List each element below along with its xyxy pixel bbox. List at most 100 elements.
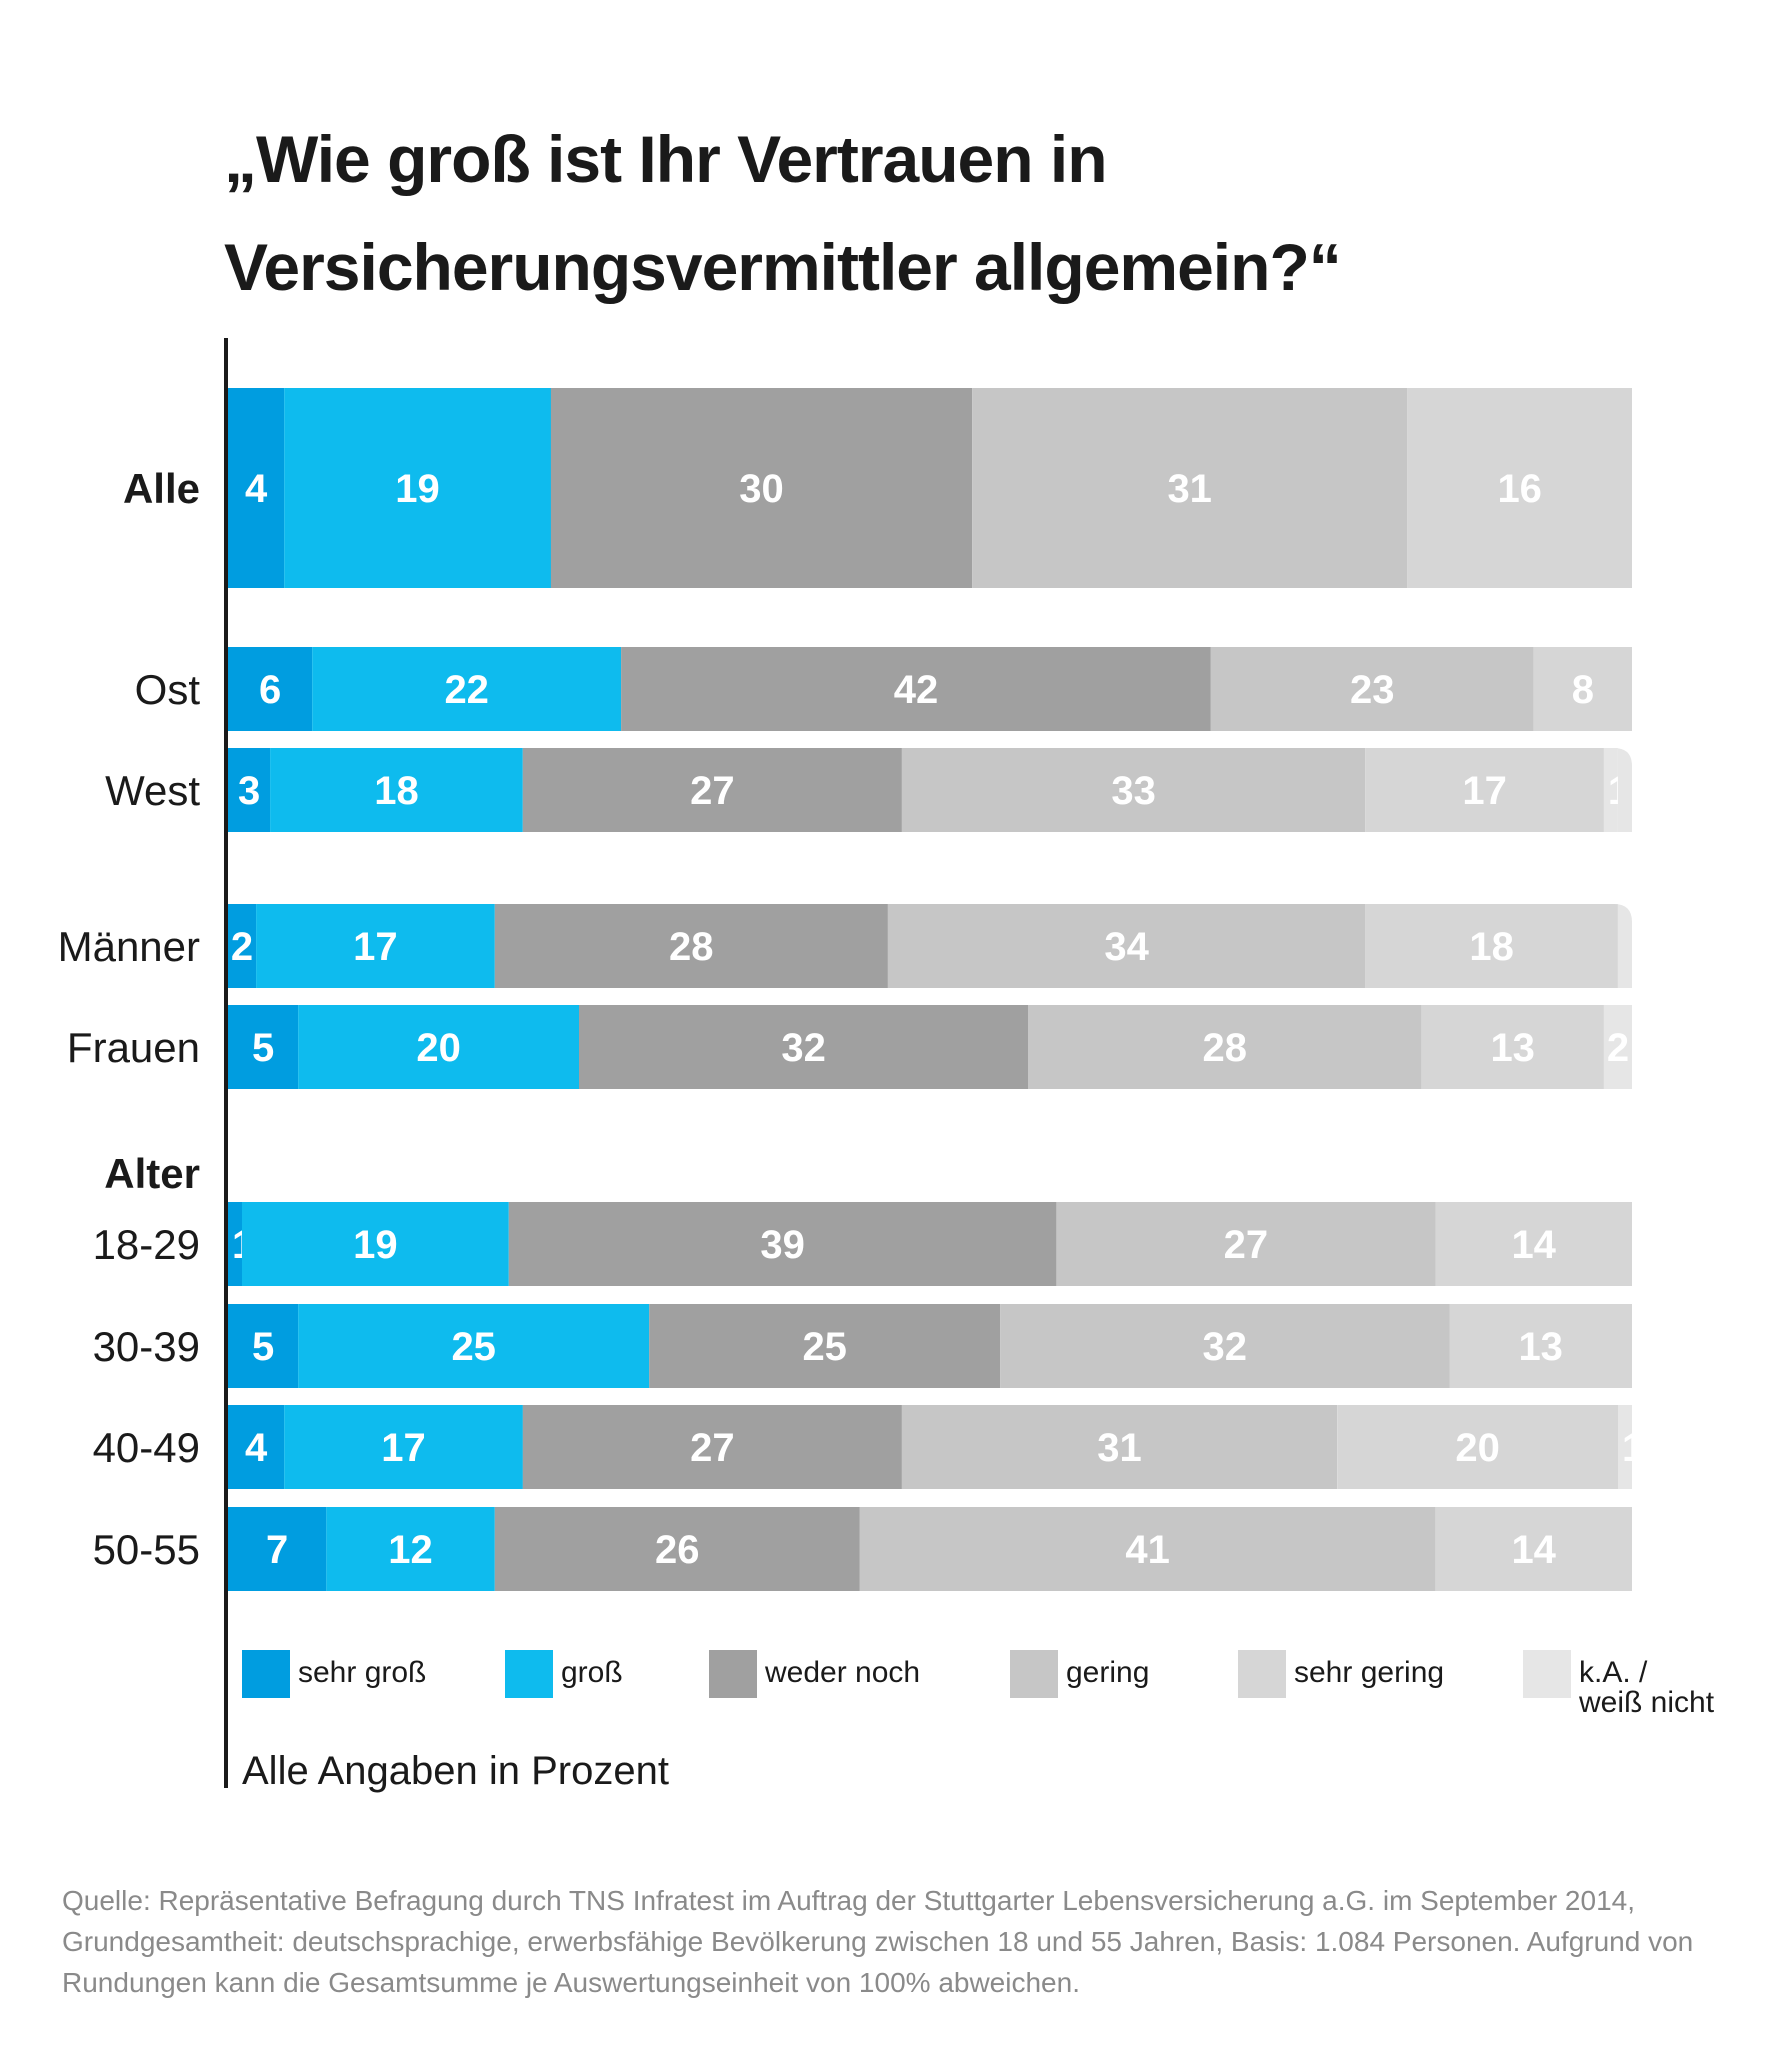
bar-segment-sehr-gross xyxy=(228,1202,242,1286)
legend-label: sehr gering xyxy=(1294,1656,1444,1689)
bar-segment-gross xyxy=(242,1202,509,1286)
bar-segment-gering xyxy=(1028,1005,1422,1089)
data-label: 27 xyxy=(1224,1223,1269,1267)
chart-title: „Wie groß ist Ihr Vertrauen in Versicher… xyxy=(224,122,1342,304)
legend-item-sehr-gering: sehr gering xyxy=(1238,1650,1444,1698)
bar-segment-gross xyxy=(312,647,622,731)
bar-row-30-39: 5 25 25 32 13 1 xyxy=(228,1304,1658,1388)
bar-segment-sehr-gering xyxy=(1435,1507,1632,1591)
bar-segment-sehr-gering xyxy=(1407,388,1632,588)
bar-segment-gering xyxy=(901,1405,1338,1489)
bar-segment-gross xyxy=(284,1405,523,1489)
legend: sehr groß groß weder noch gering sehr gering… xyxy=(242,1650,1715,1719)
bar-segment-k-a-weiss-nicht xyxy=(1603,748,1618,832)
bar-segment-gross xyxy=(298,1005,579,1089)
data-label: 1 xyxy=(1636,1325,1658,1369)
category-label: Männer xyxy=(58,923,200,970)
data-label: 30 xyxy=(739,467,784,511)
source-note: Quelle: Repräsentative Befragung durch T… xyxy=(62,1885,1694,1998)
bar-segment-sehr-gering xyxy=(1337,1405,1618,1489)
legend-swatch xyxy=(1010,1650,1058,1698)
bar-segment-gross xyxy=(270,748,523,832)
legend-label: weder noch xyxy=(764,1656,920,1689)
data-label: 41 xyxy=(1125,1528,1170,1572)
data-label: 17 xyxy=(381,1426,426,1470)
data-label: 3 xyxy=(238,769,260,813)
bar-segment-weder-noch xyxy=(621,647,1211,731)
legend-label: sehr groß xyxy=(298,1656,426,1689)
bar-segment-gross xyxy=(256,904,495,988)
bar-row-alle: 4 19 30 31 16 1 xyxy=(228,388,1658,588)
bar-remainder xyxy=(1614,748,1632,832)
data-label: 20 xyxy=(1455,1426,1500,1470)
legend-swatch xyxy=(1523,1650,1571,1698)
bar-segment-weder-noch xyxy=(494,904,888,988)
data-label: 25 xyxy=(802,1325,847,1369)
data-label: 39 xyxy=(760,1223,805,1267)
stacked-bar-chart: 4193031161622422383182733171217283418520… xyxy=(58,338,1715,1793)
data-label: 23 xyxy=(1350,668,1395,712)
legend-swatch xyxy=(505,1650,553,1698)
bar-row-50-55: 7 12 26 41 14 xyxy=(228,1507,1632,1591)
data-label: 8 xyxy=(1572,668,1594,712)
bar-segment-gering xyxy=(859,1507,1436,1591)
bar-row-maenner: 2 17 28 34 18 xyxy=(228,904,1632,988)
data-label: 14 xyxy=(1511,1223,1556,1267)
bar-remainder xyxy=(1614,904,1632,988)
bar-segment-weder-noch xyxy=(649,1304,1001,1388)
data-label: 13 xyxy=(1490,1026,1535,1070)
bar-segment-k-a-weiss-nicht xyxy=(1603,1005,1632,1089)
data-label: 27 xyxy=(690,769,735,813)
data-label: 27 xyxy=(690,1426,735,1470)
data-label: 18 xyxy=(1469,925,1514,969)
bar-segment-sehr-gross xyxy=(228,904,257,988)
data-label: 31 xyxy=(1167,467,1212,511)
category-label: 18-29 xyxy=(93,1221,200,1268)
data-label: 13 xyxy=(1518,1325,1563,1369)
data-label: 28 xyxy=(669,925,714,969)
bar-row-west: 3182733171 xyxy=(228,748,1632,832)
data-label: 33 xyxy=(1111,769,1156,813)
legend-item-k-a-weiss-nicht: k.A. /weiß nicht xyxy=(1523,1650,1715,1719)
data-label: 34 xyxy=(1104,925,1149,969)
bar-segment-weder-noch xyxy=(522,1405,902,1489)
bar-segment-gross xyxy=(284,388,551,588)
bar-row-40-49: 4 17 27 31 20 1 xyxy=(228,1405,1644,1489)
category-label: Alle xyxy=(123,465,200,512)
group-heading: Alter xyxy=(104,1150,200,1197)
data-label: 1 xyxy=(1636,467,1658,511)
bar-segment-sehr-gross xyxy=(228,1405,285,1489)
legend-item-gering: gering xyxy=(1010,1650,1149,1698)
bar-segment-sehr-gross xyxy=(228,1005,299,1089)
data-label: 4 xyxy=(245,1426,268,1470)
bar-segment-sehr-gross xyxy=(228,1304,299,1388)
legend-item-sehr-gross: sehr groß xyxy=(242,1650,426,1698)
bar-segment-weder-noch xyxy=(579,1005,1029,1089)
bar-segment-weder-noch xyxy=(522,748,902,832)
bar-area: 4193031161622422383182733171217283418520… xyxy=(228,388,1658,1591)
data-label: 42 xyxy=(894,668,939,712)
data-label: 17 xyxy=(1462,769,1507,813)
bar-segment-gross xyxy=(326,1507,495,1591)
data-label: 19 xyxy=(395,467,440,511)
category-label: Frauen xyxy=(67,1024,200,1071)
data-label: 22 xyxy=(444,668,489,712)
data-label: 31 xyxy=(1097,1426,1142,1470)
legend-label: gering xyxy=(1066,1656,1149,1689)
data-label: 6 xyxy=(259,668,281,712)
data-label: 1 xyxy=(1636,1223,1658,1267)
category-label: Ost xyxy=(135,666,201,713)
data-label: 25 xyxy=(451,1325,496,1369)
bar-segment-sehr-gering xyxy=(1533,647,1632,731)
data-label: 32 xyxy=(1203,1325,1248,1369)
row-labels: Alle Ost West Männer Frauen 18-29 30-39 40-49 50… xyxy=(58,465,201,1573)
data-label: 16 xyxy=(1497,467,1542,511)
bar-segment-k-a-weiss-nicht xyxy=(1618,1405,1632,1489)
bar-segment-weder-noch xyxy=(494,1507,860,1591)
legend-swatch xyxy=(242,1650,290,1698)
bar-segment-weder-noch xyxy=(550,388,973,588)
bar-row-frauen: 5 20 32 28 13 2 xyxy=(228,1005,1632,1089)
legend-swatch xyxy=(709,1650,757,1698)
data-label: 12 xyxy=(388,1528,433,1572)
category-label: 40-49 xyxy=(93,1424,200,1471)
